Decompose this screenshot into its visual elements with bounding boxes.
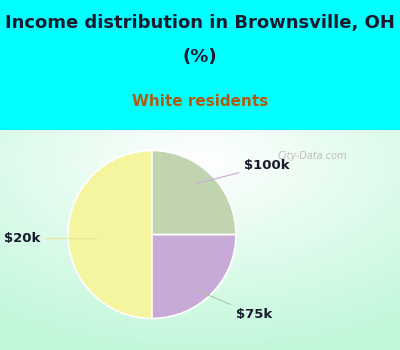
Text: $100k: $100k <box>197 159 290 183</box>
Text: White residents: White residents <box>132 93 268 108</box>
Wedge shape <box>152 234 236 318</box>
Text: City-Data.com: City-Data.com <box>277 151 347 161</box>
Text: $75k: $75k <box>196 290 272 321</box>
Wedge shape <box>152 150 236 234</box>
Text: (%): (%) <box>183 48 217 66</box>
Text: Income distribution in Brownsville, OH: Income distribution in Brownsville, OH <box>5 14 395 32</box>
Text: $20k: $20k <box>4 232 97 245</box>
Wedge shape <box>68 150 152 318</box>
